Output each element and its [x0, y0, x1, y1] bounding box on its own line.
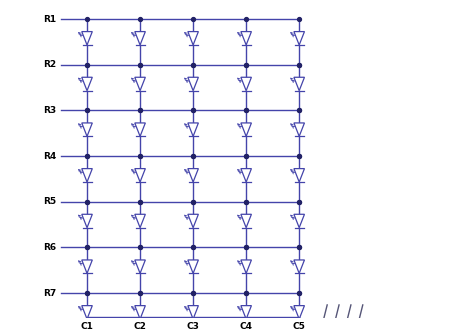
- Text: R1: R1: [43, 15, 56, 24]
- Polygon shape: [135, 306, 145, 319]
- Polygon shape: [82, 306, 92, 319]
- Text: R7: R7: [43, 289, 56, 298]
- Polygon shape: [82, 214, 92, 228]
- Polygon shape: [188, 123, 198, 136]
- Polygon shape: [135, 260, 145, 273]
- Polygon shape: [241, 306, 252, 319]
- Polygon shape: [188, 214, 198, 228]
- Polygon shape: [294, 306, 305, 319]
- Text: R3: R3: [43, 106, 56, 115]
- Polygon shape: [294, 168, 305, 182]
- Polygon shape: [82, 31, 92, 45]
- Text: C1: C1: [81, 322, 94, 331]
- Polygon shape: [241, 214, 252, 228]
- Text: R6: R6: [43, 243, 56, 252]
- Text: R5: R5: [43, 197, 56, 206]
- Polygon shape: [294, 123, 305, 136]
- Polygon shape: [375, 320, 398, 331]
- Text: C5: C5: [293, 322, 306, 331]
- Polygon shape: [241, 31, 252, 45]
- Polygon shape: [188, 168, 198, 182]
- Text: C4: C4: [240, 322, 253, 331]
- Polygon shape: [82, 77, 92, 91]
- Polygon shape: [135, 168, 145, 182]
- Text: C3: C3: [187, 322, 200, 331]
- Polygon shape: [135, 214, 145, 228]
- Text: R4: R4: [43, 152, 56, 161]
- Polygon shape: [188, 260, 198, 273]
- Polygon shape: [82, 168, 92, 182]
- Polygon shape: [294, 31, 305, 45]
- Text: R2: R2: [43, 60, 56, 69]
- Polygon shape: [135, 123, 145, 136]
- Polygon shape: [135, 77, 145, 91]
- Polygon shape: [82, 260, 92, 273]
- Polygon shape: [135, 31, 145, 45]
- Polygon shape: [188, 77, 198, 91]
- Polygon shape: [290, 320, 313, 331]
- Polygon shape: [294, 77, 305, 91]
- Polygon shape: [241, 168, 252, 182]
- Polygon shape: [241, 77, 252, 91]
- Polygon shape: [82, 123, 92, 136]
- Polygon shape: [241, 123, 252, 136]
- Polygon shape: [188, 306, 198, 319]
- Polygon shape: [241, 260, 252, 273]
- Text: C2: C2: [133, 322, 147, 331]
- Polygon shape: [294, 214, 305, 228]
- Polygon shape: [290, 320, 398, 331]
- Polygon shape: [188, 31, 198, 45]
- Polygon shape: [294, 260, 305, 273]
